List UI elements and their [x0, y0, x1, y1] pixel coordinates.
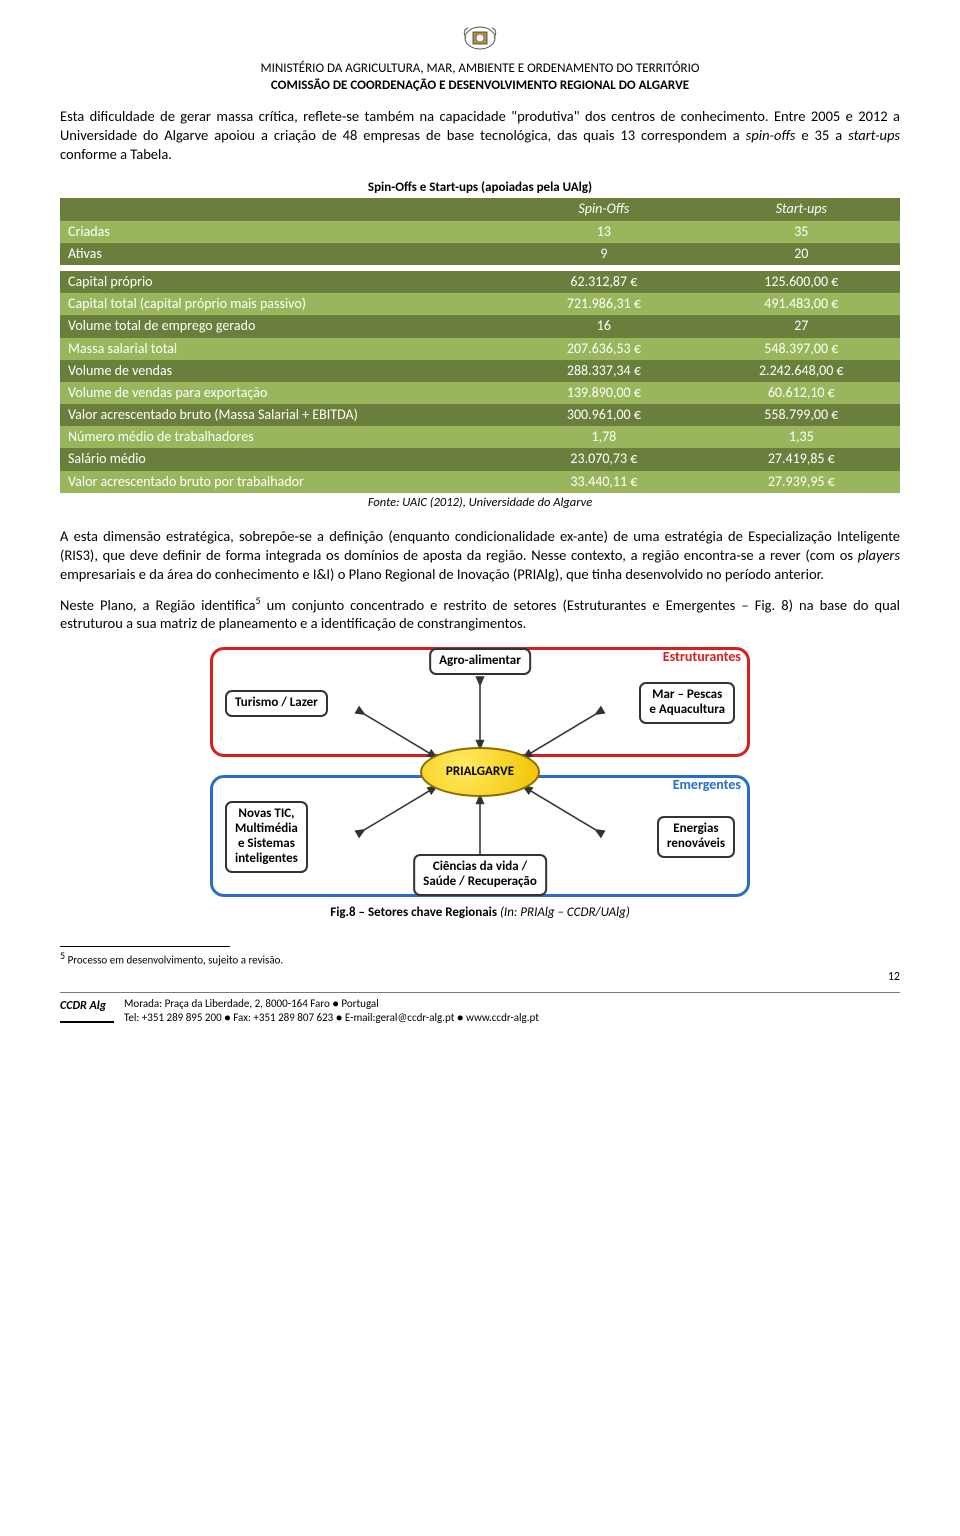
- ministry-line: MINISTÉRIO DA AGRICULTURA, MAR, AMBIENTE…: [60, 61, 900, 78]
- paragraph-1: Esta dificuldade de gerar massa crítica,…: [60, 107, 900, 164]
- p2-end: empresariais e da área do conhecimento e…: [60, 565, 824, 583]
- table-row: Número médio de trabalhadores1,781,35: [60, 426, 900, 448]
- node-prialgarve: PRIALGARVE: [420, 747, 540, 797]
- table-row: Volume total de emprego gerado1627: [60, 315, 900, 337]
- p2-italic: players: [858, 546, 900, 564]
- sectors-diagram: Estruturantes Turismo / Lazer Agro-alime…: [210, 647, 750, 897]
- node-mar-pescas: Mar – Pescas e Aquacultura: [639, 682, 735, 724]
- p1-italic1: spin-offs: [746, 126, 796, 144]
- footnote: 5 Processo em desenvolvimento, sujeito a…: [60, 949, 900, 968]
- page-number: 12: [60, 970, 900, 986]
- paragraph-3: Neste Plano, a Região identifica5 um con…: [60, 594, 900, 634]
- crest-icon: [458, 20, 502, 52]
- col-startups: Start-ups: [703, 198, 900, 220]
- group-estruturantes: Estruturantes Turismo / Lazer Agro-alime…: [210, 647, 750, 757]
- table-row: Salário médio23.070,73 €27.419,85 €: [60, 448, 900, 470]
- table-row: Valor acrescentado bruto (Massa Salarial…: [60, 404, 900, 426]
- p1-italic2: start-ups: [848, 126, 900, 144]
- fig-caption-italic: (In: PRIAlg – CCDR/UAlg): [500, 905, 630, 920]
- footer-rule: [60, 992, 900, 993]
- col-spinoffs: Spin-Offs: [505, 198, 702, 220]
- table-row: Volume de vendas288.337,34 €2.242.648,00…: [60, 360, 900, 382]
- table-row: Capital total (capital próprio mais pass…: [60, 293, 900, 315]
- fig-caption-bold: Fig.8 – Setores chave Regionais: [330, 905, 500, 920]
- table-source: Fonte: UAIC (2012), Universidade do Alga…: [60, 495, 900, 511]
- node-energias: Energias renováveis: [657, 816, 735, 858]
- group-label-emergentes: Emergentes: [673, 776, 741, 794]
- page-header: MINISTÉRIO DA AGRICULTURA, MAR, AMBIENTE…: [60, 20, 900, 95]
- node-tic: Novas TIC, Multimédia e Sistemas intelig…: [225, 801, 308, 873]
- paragraph-2: A esta dimensão estratégica, sobrepõe-se…: [60, 527, 900, 584]
- node-agroalimentar: Agro-alimentar: [429, 648, 531, 675]
- p1-end: conforme a Tabela.: [60, 145, 172, 163]
- p1-mid: e 35 a: [795, 126, 848, 144]
- table-row: Volume de vendas para exportação139.890,…: [60, 382, 900, 404]
- footnote-text: Processo em desenvolvimento, sujeito a r…: [65, 954, 283, 967]
- footer-contacts: Tel: +351 289 895 200 ● Fax: +351 289 80…: [124, 1011, 539, 1025]
- node-turismo: Turismo / Lazer: [225, 690, 328, 717]
- table-caption: Spin-Offs e Start-ups (apoiadas pela UAl…: [60, 180, 900, 197]
- figure-caption: Fig.8 – Setores chave Regionais (In: PRI…: [60, 905, 900, 922]
- footnote-rule: [60, 946, 230, 947]
- node-ciencias-vida: Ciências da vida / Saúde / Recuperação: [413, 854, 547, 896]
- group-label-estruturantes: Estruturantes: [663, 648, 741, 666]
- page-footer: CCDR Alg Morada: Praça da Liberdade, 2, …: [60, 997, 900, 1026]
- table-row: Capital próprio62.312,87 €125.600,00 €: [60, 271, 900, 293]
- table-row: Ativas920: [60, 243, 900, 265]
- footer-text: Morada: Praça da Liberdade, 2, 8000-164 …: [124, 997, 539, 1026]
- table-row: Massa salarial total207.636,53 €548.397,…: [60, 338, 900, 360]
- footer-logo: CCDR Alg: [60, 999, 114, 1023]
- data-table: Spin-Offs Start-ups Criadas1335 Ativas92…: [60, 198, 900, 492]
- table-row: Criadas1335: [60, 221, 900, 243]
- commission-line: COMISSÃO DE COORDENAÇÃO E DESENVOLVIMENT…: [60, 78, 900, 95]
- table-header-row: Spin-Offs Start-ups: [60, 198, 900, 220]
- p3-text: Neste Plano, a Região identifica: [60, 595, 256, 613]
- table-row: Valor acrescentado bruto por trabalhador…: [60, 471, 900, 493]
- p2-text: A esta dimensão estratégica, sobrepõe-se…: [60, 527, 900, 564]
- footer-address: Morada: Praça da Liberdade, 2, 8000-164 …: [124, 997, 539, 1011]
